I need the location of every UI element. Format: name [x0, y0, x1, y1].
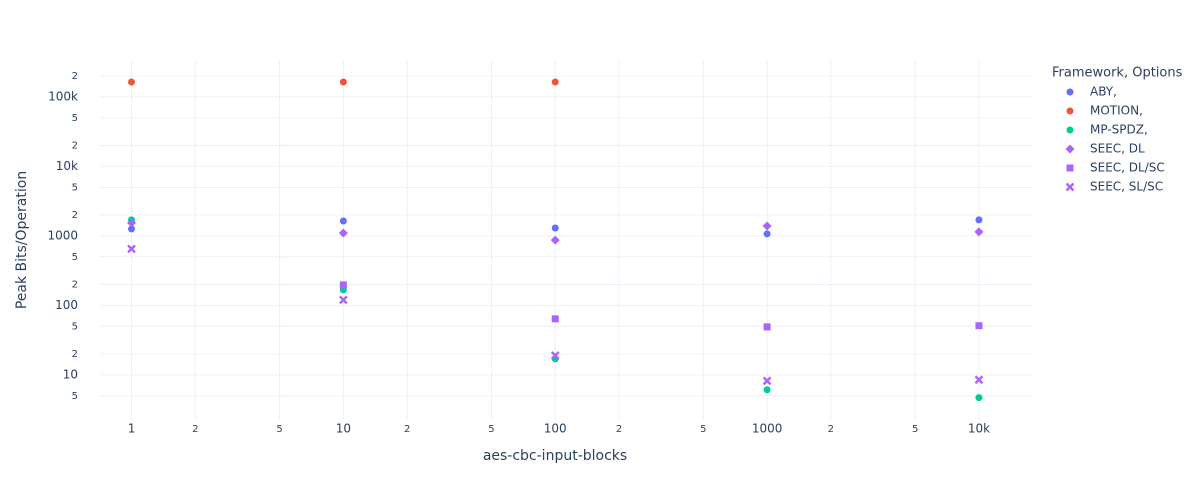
- point: [550, 235, 560, 245]
- point: [551, 224, 559, 232]
- point: [974, 375, 984, 385]
- point: [763, 230, 771, 238]
- y-tick-label: 2: [72, 279, 78, 290]
- legend-marker: [1066, 164, 1074, 172]
- point: [975, 216, 983, 224]
- x-tick-label: 5: [700, 424, 706, 435]
- x-tick-label: 1000: [752, 422, 783, 436]
- y-tick-label: 10: [63, 367, 78, 381]
- point: [551, 315, 559, 323]
- legend-marker: [1066, 126, 1074, 134]
- x-axis-title: aes-cbc-input-blocks: [483, 448, 627, 464]
- point: [339, 78, 347, 86]
- series: [127, 244, 984, 386]
- series: [128, 78, 559, 86]
- point: [339, 281, 347, 289]
- legend-label: SEEC, DL/SC: [1090, 161, 1165, 175]
- legend-item[interactable]: SEEC, SL/SC: [1065, 180, 1164, 194]
- legend-label: MOTION,: [1090, 104, 1143, 118]
- point: [763, 386, 771, 394]
- point: [974, 227, 984, 237]
- x-tick-label: 5: [912, 424, 918, 435]
- legend-item[interactable]: MOTION,: [1066, 104, 1143, 118]
- point: [339, 217, 347, 225]
- series: [339, 281, 983, 331]
- legend-label: SEEC, SL/SC: [1090, 180, 1163, 194]
- x-tick-label: 100: [544, 422, 567, 436]
- point: [762, 221, 772, 231]
- point: [551, 78, 559, 86]
- x-tick-label: 1: [128, 422, 136, 436]
- legend-label: SEEC, DL: [1090, 142, 1145, 156]
- point: [339, 295, 348, 305]
- y-tick-label: 5: [72, 182, 78, 193]
- point: [763, 323, 771, 331]
- point: [127, 218, 137, 228]
- y-tick-label: 10k: [56, 159, 78, 173]
- point: [550, 351, 560, 360]
- legend-marker: [1065, 144, 1075, 154]
- series: [127, 218, 984, 245]
- y-tick-label: 100: [55, 298, 78, 312]
- y-tick-label: 2: [72, 210, 78, 221]
- y-tick-label: 2: [72, 349, 78, 360]
- legend-label: MP-SPDZ,: [1090, 123, 1148, 137]
- point: [128, 225, 136, 233]
- y-tick-label: 5: [72, 321, 78, 332]
- legend-item[interactable]: SEEC, DL/SC: [1066, 161, 1165, 175]
- legend-item[interactable]: SEEC, DL: [1065, 142, 1146, 156]
- y-tick-label: 5: [72, 252, 78, 263]
- y-tick-label: 5: [72, 391, 78, 402]
- x-tick-label: 10k: [968, 422, 990, 436]
- legend-title: Framework, Options: [1052, 66, 1183, 81]
- legend-item[interactable]: MP-SPDZ,: [1066, 123, 1148, 137]
- grid: [100, 60, 1032, 420]
- x-tick-label: 10: [336, 422, 351, 436]
- y-tick-label: 100k: [48, 89, 78, 103]
- y-axis-title: Peak Bits/Operation: [14, 171, 30, 309]
- x-tick-label: 2: [616, 424, 622, 435]
- point: [128, 78, 136, 86]
- x-tick-label: 2: [192, 424, 198, 435]
- point: [975, 394, 983, 402]
- x-tick-label: 2: [404, 424, 410, 435]
- legend-label: ABY,: [1090, 85, 1117, 99]
- point: [975, 322, 983, 330]
- legend-marker: [1065, 182, 1075, 192]
- legend-marker: [1066, 88, 1074, 96]
- x-tick-label: 2: [828, 424, 834, 435]
- point: [338, 228, 348, 238]
- y-tick-label: 5: [72, 113, 78, 124]
- legend-item[interactable]: ABY,: [1066, 85, 1117, 99]
- point: [762, 376, 772, 386]
- series: [128, 216, 983, 238]
- y-tick-label: 2: [72, 140, 78, 151]
- y-tick-label: 2: [72, 71, 78, 82]
- x-tick-label: 5: [276, 424, 282, 435]
- y-tick-label: 1000: [47, 228, 78, 242]
- x-tick-label: 5: [488, 424, 494, 435]
- point: [127, 244, 136, 254]
- legend-marker: [1066, 107, 1074, 115]
